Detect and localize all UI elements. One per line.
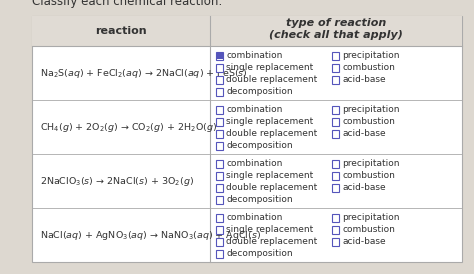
Bar — [216, 196, 224, 204]
Text: combination: combination — [227, 159, 283, 169]
Text: CH$_4$$(g)$ + 2O$_2$$(g)$ → CO$_2$$(g)$ + 2H$_2$O$(g)$: CH$_4$$(g)$ + 2O$_2$$(g)$ → CO$_2$$(g)$ … — [40, 121, 217, 133]
Bar — [216, 88, 224, 96]
Text: NaCl$(aq)$ + AgNO$_3$$(aq)$ → NaNO$_3$$(aq)$ + AgCl$(s)$: NaCl$(aq)$ + AgNO$_3$$(aq)$ → NaNO$_3$$(… — [40, 229, 261, 241]
Text: acid-base: acid-base — [343, 238, 386, 247]
Bar — [332, 214, 339, 222]
Bar — [216, 76, 224, 84]
Text: acid-base: acid-base — [343, 184, 386, 193]
Bar — [216, 226, 224, 234]
Bar — [332, 52, 339, 60]
Text: Na$_2$S$(aq)$ + FeCl$_2$$(aq)$ → 2NaCl$(aq)$ + FeS$(s)$: Na$_2$S$(aq)$ + FeCl$_2$$(aq)$ → 2NaCl$(… — [40, 67, 247, 79]
Text: combustion: combustion — [343, 64, 395, 73]
Bar — [332, 160, 339, 168]
Text: combustion: combustion — [343, 172, 395, 181]
Text: type of reaction
(check all that apply): type of reaction (check all that apply) — [269, 18, 403, 40]
Bar — [216, 172, 224, 180]
Text: acid-base: acid-base — [343, 76, 386, 84]
Bar — [332, 184, 339, 192]
Bar — [216, 130, 224, 138]
Text: double replacement: double replacement — [227, 238, 318, 247]
Bar — [32, 16, 462, 46]
Bar — [216, 184, 224, 192]
Text: single replacement: single replacement — [227, 172, 314, 181]
Text: acid-base: acid-base — [343, 130, 386, 138]
Text: decomposition: decomposition — [227, 87, 293, 96]
Text: combination: combination — [227, 52, 283, 61]
Bar — [216, 64, 224, 72]
Bar — [32, 16, 462, 262]
Text: double replacement: double replacement — [227, 130, 318, 138]
Bar — [216, 106, 224, 114]
Bar — [332, 106, 339, 114]
Text: decomposition: decomposition — [227, 250, 293, 258]
Text: decomposition: decomposition — [227, 141, 293, 150]
Text: precipitation: precipitation — [343, 105, 400, 115]
Bar — [216, 160, 224, 168]
Bar — [216, 118, 224, 126]
Bar — [332, 118, 339, 126]
Bar — [216, 250, 224, 258]
Text: reaction: reaction — [95, 26, 147, 36]
Text: combination: combination — [227, 213, 283, 222]
Bar — [216, 214, 224, 222]
Text: double replacement: double replacement — [227, 76, 318, 84]
Text: single replacement: single replacement — [227, 64, 314, 73]
Text: precipitation: precipitation — [343, 213, 400, 222]
Text: combustion: combustion — [343, 118, 395, 127]
Bar — [332, 76, 339, 84]
Text: precipitation: precipitation — [343, 159, 400, 169]
Bar — [332, 238, 339, 246]
Bar — [217, 53, 223, 59]
Text: combination: combination — [227, 105, 283, 115]
Bar — [332, 64, 339, 72]
Bar — [332, 130, 339, 138]
Bar — [216, 142, 224, 150]
Bar — [332, 172, 339, 180]
Text: precipitation: precipitation — [343, 52, 400, 61]
Text: combustion: combustion — [343, 226, 395, 235]
Text: Classify each chemical reaction:: Classify each chemical reaction: — [32, 0, 222, 8]
Bar — [216, 238, 224, 246]
Bar — [332, 226, 339, 234]
Text: decomposition: decomposition — [227, 196, 293, 204]
Bar — [216, 52, 224, 60]
Text: single replacement: single replacement — [227, 226, 314, 235]
Text: double replacement: double replacement — [227, 184, 318, 193]
Text: 2NaClO$_3$$(s)$ → 2NaCl$(s)$ + 3O$_2$$(g)$: 2NaClO$_3$$(s)$ → 2NaCl$(s)$ + 3O$_2$$(g… — [40, 175, 194, 187]
Text: single replacement: single replacement — [227, 118, 314, 127]
